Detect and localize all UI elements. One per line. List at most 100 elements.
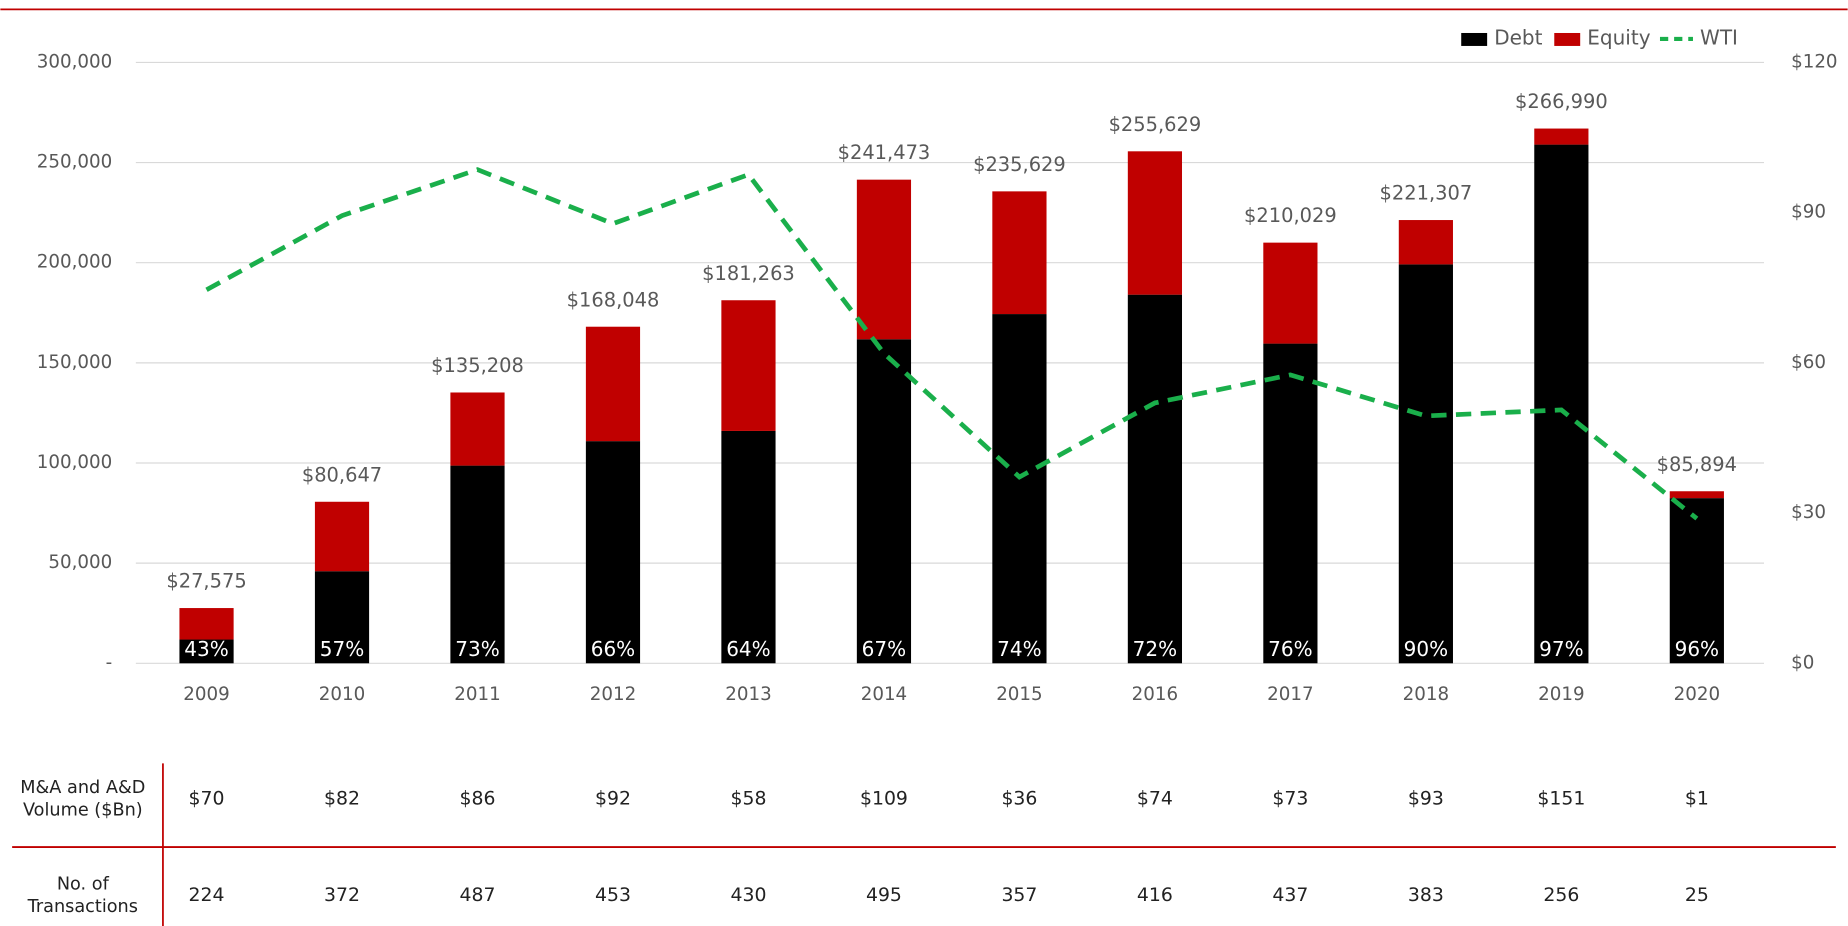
total-label: $235,629: [973, 153, 1066, 176]
bar-segment: [1263, 242, 1318, 344]
total-label: $27,575: [166, 570, 246, 593]
total-label: $210,029: [1244, 204, 1337, 227]
table-cell: $92: [595, 788, 631, 809]
share-label: 57%: [320, 637, 365, 661]
bar-segment: [1398, 220, 1453, 265]
x-tick-label: 2018: [1403, 684, 1449, 705]
bar-segment: [585, 441, 641, 664]
share-label: 74%: [997, 637, 1042, 661]
y-tick-label: 250,000: [37, 152, 112, 173]
share-label: 64%: [726, 637, 771, 661]
total-label: $135,208: [431, 354, 524, 377]
table-cell: 453: [595, 885, 631, 906]
y2-tick-label: $90: [1791, 202, 1826, 223]
total-label: $85,894: [1657, 453, 1737, 476]
table-cell: $73: [1272, 788, 1308, 809]
share-label: 90%: [1404, 637, 1449, 661]
y-tick-label: 150,000: [37, 352, 112, 373]
row-label: M&A and A&D Volume ($Bn): [20, 775, 146, 820]
bar-segment: [314, 501, 370, 572]
table-cell: 495: [866, 885, 902, 906]
y2-tick-label: $30: [1791, 502, 1826, 523]
share-label: 73%: [455, 637, 500, 661]
total-label: $168,048: [567, 288, 660, 311]
share-label: 76%: [1268, 637, 1312, 661]
table-cell: 25: [1685, 885, 1709, 906]
table-cell: $58: [730, 788, 766, 809]
table-cell: $70: [189, 788, 225, 809]
bar-segment: [450, 392, 505, 466]
table-cell: $36: [1001, 788, 1037, 809]
y2-tick-label: $120: [1791, 51, 1837, 72]
row-label-box: No. of Transactions: [27, 872, 138, 917]
bar-segment: [1534, 144, 1589, 664]
legend-label: Equity: [1587, 25, 1650, 49]
table-cell: 487: [460, 885, 496, 906]
bar-segment: [1534, 128, 1589, 145]
table-cell: $151: [1537, 788, 1585, 809]
table-cell: $93: [1408, 788, 1444, 809]
total-label: $181,263: [702, 262, 795, 285]
bar-segment: [1127, 151, 1183, 295]
bar-segment: [721, 300, 776, 431]
table-cell: $86: [460, 788, 496, 809]
share-label: 67%: [862, 637, 907, 661]
table-cell: 357: [1001, 885, 1037, 906]
bar-segment: [1263, 343, 1318, 664]
y2-tick-label: $60: [1791, 352, 1826, 373]
share-label: 66%: [591, 637, 635, 661]
share-label: 96%: [1675, 637, 1720, 661]
row-label: No. of Transactions: [27, 872, 138, 917]
table-cell: 437: [1272, 885, 1308, 906]
table-cell: 224: [189, 885, 225, 906]
y2-tick-label: $0: [1791, 652, 1814, 673]
table-cell: 383: [1408, 885, 1444, 906]
x-tick-label: 2009: [183, 684, 229, 705]
y-tick-label: 50,000: [48, 552, 112, 573]
bar-segment: [721, 430, 776, 664]
bar-segment: [1127, 294, 1183, 664]
x-tick-label: 2015: [996, 684, 1042, 705]
bar-segment: [992, 314, 1047, 664]
bar-segment: [856, 179, 912, 340]
table-cell: $109: [860, 788, 908, 809]
x-tick-label: 2013: [725, 684, 771, 705]
bar-segment: [179, 608, 234, 640]
x-tick-label: 2016: [1132, 684, 1178, 705]
share-label: 43%: [184, 637, 229, 661]
table-cell: 372: [324, 885, 360, 906]
legend-swatch: [1461, 32, 1488, 46]
wti-line: [205, 167, 1699, 521]
legend-label: WTI: [1700, 25, 1738, 49]
table-cell: 430: [730, 885, 766, 906]
total-label: $80,647: [302, 463, 382, 486]
x-tick-label: 2011: [454, 684, 500, 705]
total-label: $221,307: [1380, 182, 1473, 205]
y-tick-label: 300,000: [37, 51, 112, 72]
total-label: $266,990: [1515, 90, 1608, 113]
bar-segment: [992, 191, 1047, 315]
y-tick-label: -: [106, 652, 113, 673]
table-cell: 256: [1543, 885, 1579, 906]
x-tick-label: 2014: [861, 684, 907, 705]
row-label-box: M&A and A&D Volume ($Bn): [20, 775, 146, 820]
total-label: $255,629: [1109, 113, 1202, 136]
bar-segment: [314, 571, 370, 664]
legend-label: Debt: [1494, 25, 1542, 49]
x-tick-label: 2020: [1674, 684, 1720, 705]
bar-segment: [1398, 264, 1453, 664]
x-tick-label: 2017: [1267, 684, 1313, 705]
table-cell: $1: [1685, 788, 1709, 809]
total-label: $241,473: [838, 141, 931, 164]
bar-segment: [450, 465, 505, 664]
y-tick-label: 100,000: [37, 452, 112, 473]
legend-swatch: [1554, 32, 1581, 46]
share-label: 97%: [1539, 637, 1583, 661]
bar-segment: [585, 326, 641, 442]
x-tick-label: 2019: [1538, 684, 1584, 705]
share-label: 72%: [1133, 637, 1178, 661]
y-tick-label: 200,000: [37, 252, 112, 273]
x-tick-label: 2010: [319, 684, 365, 705]
table-cell: 416: [1137, 885, 1173, 906]
